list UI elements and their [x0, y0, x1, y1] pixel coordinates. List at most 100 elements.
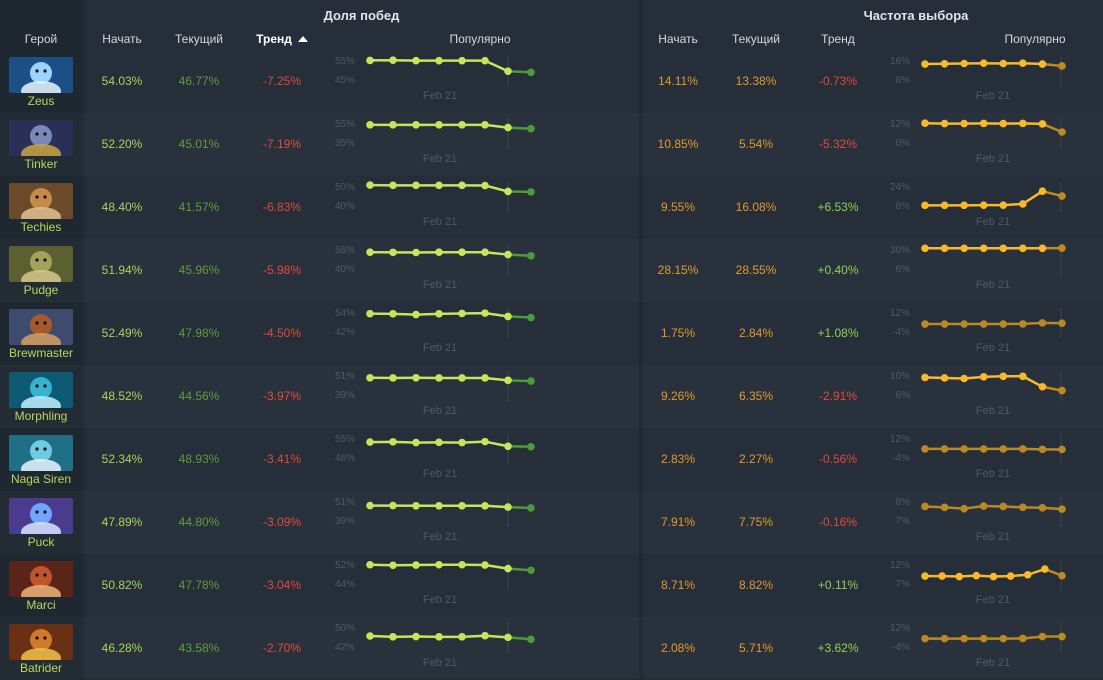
hero-row[interactable]: Pudge 51.94% 45.96% -5.98% 56%40%Feb 21 …: [0, 239, 1103, 302]
pickrate-sparkline[interactable]: 8%7%Feb 21: [885, 491, 1075, 554]
winrate-axis-min-label: 42%: [335, 642, 355, 653]
hero-row[interactable]: Puck 47.89% 44.80% -3.09% 51%39%Feb 21 7…: [0, 491, 1103, 554]
winrate-trend: -7.19%: [242, 137, 322, 151]
pickrate-point: [1019, 445, 1027, 453]
hero-row[interactable]: Zeus 54.03% 46.77% -7.25% 55%45%Feb 21 1…: [0, 50, 1103, 113]
pickrate-point: [1058, 633, 1066, 641]
winrate-point: [481, 438, 489, 446]
column-header-winrate-current[interactable]: Текущий: [159, 32, 239, 46]
pickrate-point: [1058, 128, 1066, 136]
winrate-sparkline[interactable]: 51%39%Feb 21: [330, 365, 540, 428]
pickrate-point: [1019, 373, 1027, 381]
pickrate-sparkline[interactable]: 10%6%Feb 21: [885, 365, 1075, 428]
morphling-portrait-icon: [9, 372, 73, 408]
hero-row[interactable]: Techies 48.40% 41.57% -6.83% 50%40%Feb 2…: [0, 176, 1103, 239]
winrate-sparkline[interactable]: 55%46%Feb 21: [330, 428, 540, 491]
winrate-sparkline[interactable]: 54%42%Feb 21: [330, 302, 540, 365]
winrate-sparkline[interactable]: 50%40%Feb 21: [330, 176, 540, 239]
winrate-point: [458, 561, 466, 569]
pickrate-sparkline[interactable]: 12%-4%Feb 21: [885, 617, 1075, 680]
pickrate-trend: -0.16%: [798, 515, 878, 529]
pickrate-axis-max-label: 12%: [890, 623, 910, 634]
winrate-sparkline[interactable]: 55%35%Feb 21: [330, 113, 540, 176]
pickrate-sparkline[interactable]: 12%0%Feb 21: [885, 113, 1075, 176]
column-header-pickrate-popular[interactable]: Популярно: [975, 32, 1095, 46]
hero-name[interactable]: Puck: [0, 535, 82, 549]
hero-portrait[interactable]: [9, 246, 73, 282]
pickrate-sparkline[interactable]: 12%7%Feb 21: [885, 554, 1075, 617]
hero-name[interactable]: Morphling: [0, 409, 82, 423]
hero-name[interactable]: Naga Siren: [0, 472, 82, 486]
hero-portrait[interactable]: [9, 498, 73, 534]
hero-row[interactable]: Naga Siren 52.34% 48.93% -3.41% 55%46%Fe…: [0, 428, 1103, 491]
column-header-winrate-popular[interactable]: Популярно: [420, 32, 540, 46]
hero-row[interactable]: Tinker 52.20% 45.01% -7.19% 55%35%Feb 21…: [0, 113, 1103, 176]
pickrate-point: [941, 445, 949, 453]
hero-portrait[interactable]: [9, 372, 73, 408]
winrate-sparkline[interactable]: 50%42%Feb 21: [330, 617, 540, 680]
hero-name[interactable]: Zeus: [0, 94, 82, 108]
column-header-pickrate-start[interactable]: Начать: [638, 32, 718, 46]
pickrate-sparkline[interactable]: 12%-4%Feb 21: [885, 428, 1075, 491]
hero-name[interactable]: Techies: [0, 220, 82, 234]
winrate-axis-min-label: 46%: [335, 453, 355, 464]
hero-row[interactable]: Morphling 48.52% 44.56% -3.97% 51%39%Feb…: [0, 365, 1103, 428]
winrate-point: [412, 561, 420, 569]
hero-name[interactable]: Batrider: [0, 661, 82, 675]
winrate-axis-max-label: 54%: [335, 308, 355, 319]
hero-portrait[interactable]: [9, 624, 73, 660]
pickrate-sparkline[interactable]: 16%8%Feb 21: [885, 50, 1075, 113]
hero-portrait[interactable]: [9, 183, 73, 219]
column-header-pickrate-current[interactable]: Текущий: [716, 32, 796, 46]
pickrate-sparkline[interactable]: 24%8%Feb 21: [885, 176, 1075, 239]
pickrate-point: [980, 59, 988, 67]
winrate-sparkline[interactable]: 55%45%Feb 21: [330, 50, 540, 113]
pickrate-current: 7.75%: [716, 515, 796, 529]
winrate-sparkline[interactable]: 51%39%Feb 21: [330, 491, 540, 554]
hero-row[interactable]: Batrider 46.28% 43.58% -2.70% 50%42%Feb …: [0, 617, 1103, 680]
winrate-sparkline[interactable]: 52%44%Feb 21: [330, 554, 540, 617]
tinker-portrait-icon: [9, 120, 73, 156]
hero-name[interactable]: Pudge: [0, 283, 82, 297]
pickrate-point: [980, 373, 988, 381]
brewmaster-portrait-icon: [9, 309, 73, 345]
hero-name[interactable]: Marci: [0, 598, 82, 612]
pickrate-date-label: Feb 21: [976, 279, 1010, 291]
hero-row[interactable]: Marci 50.82% 47.78% -3.04% 52%44%Feb 21 …: [0, 554, 1103, 617]
hero-portrait[interactable]: [9, 561, 73, 597]
winrate-axis-max-label: 50%: [335, 623, 355, 634]
hero-portrait[interactable]: [9, 120, 73, 156]
pickrate-axis-min-label: 6%: [896, 390, 911, 401]
winrate-trend: -2.70%: [242, 641, 322, 655]
hero-row[interactable]: Brewmaster 52.49% 47.98% -4.50% 54%42%Fe…: [0, 302, 1103, 365]
column-header-winrate-trend[interactable]: Тренд: [242, 32, 322, 46]
hero-name[interactable]: Brewmaster: [0, 346, 82, 360]
hero-portrait[interactable]: [9, 57, 73, 93]
pickrate-point: [1058, 505, 1066, 513]
pickrate-date-label: Feb 21: [976, 531, 1010, 543]
pickrate-axis-min-label: -4%: [892, 453, 910, 464]
winrate-current: 48.93%: [159, 452, 239, 466]
marci-portrait-icon: [9, 561, 73, 597]
pickrate-point: [955, 573, 963, 581]
column-header-hero[interactable]: Герой: [0, 32, 82, 46]
pickrate-start: 2.08%: [638, 641, 718, 655]
column-header-winrate-start[interactable]: Начать: [82, 32, 162, 46]
hero-name[interactable]: Tinker: [0, 157, 82, 171]
winrate-current: 47.78%: [159, 578, 239, 592]
pickrate-point: [938, 572, 946, 580]
column-header-pickrate-trend[interactable]: Тренд: [798, 32, 878, 46]
pickrate-point: [941, 374, 949, 382]
winrate-sparkline[interactable]: 56%40%Feb 21: [330, 239, 540, 302]
pickrate-point: [990, 573, 998, 581]
pickrate-sparkline[interactable]: 30%6%Feb 21: [885, 239, 1075, 302]
pickrate-point: [999, 320, 1007, 328]
pickrate-sparkline[interactable]: 12%-4%Feb 21: [885, 302, 1075, 365]
hero-portrait[interactable]: [9, 435, 73, 471]
pickrate-point: [1039, 383, 1047, 391]
hero-portrait[interactable]: [9, 309, 73, 345]
winrate-point: [481, 632, 489, 640]
winrate-current: 44.56%: [159, 389, 239, 403]
sort-ascending-icon: [298, 36, 308, 42]
pickrate-point: [1019, 244, 1027, 252]
